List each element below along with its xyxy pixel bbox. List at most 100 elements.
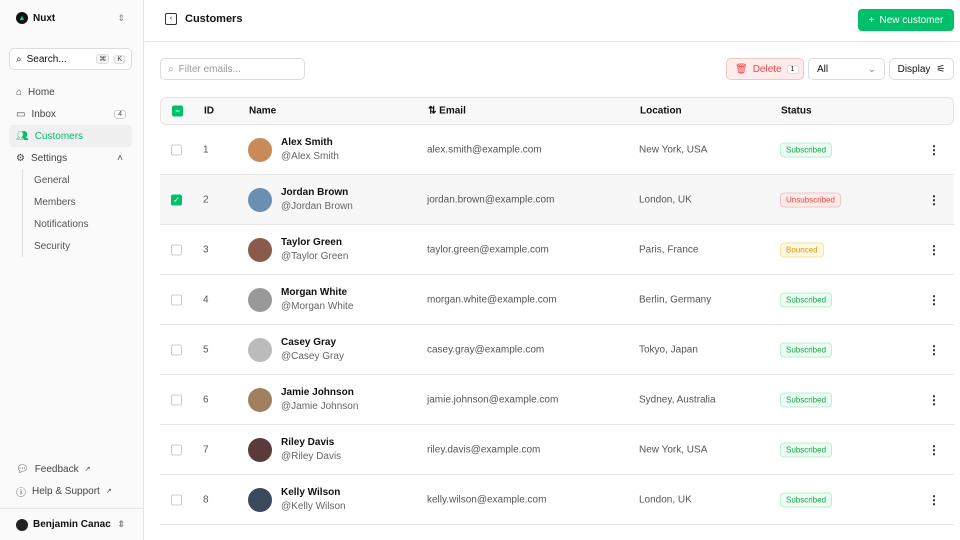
customer-handle: @Jordan Brown bbox=[281, 200, 353, 212]
row-checkbox[interactable] bbox=[171, 344, 182, 355]
status-filter-select[interactable]: All ⌄ bbox=[808, 58, 885, 80]
sidebar-item-members[interactable]: Members bbox=[34, 196, 76, 208]
row-checkbox[interactable] bbox=[171, 494, 182, 505]
cell-id: 5 bbox=[203, 344, 209, 355]
row-checkbox[interactable] bbox=[171, 394, 182, 405]
chevron-up-down-icon: ⇕ bbox=[117, 519, 125, 529]
row-actions-icon[interactable]: ⋮ bbox=[928, 392, 940, 407]
avatar bbox=[248, 137, 272, 162]
row-actions-icon[interactable]: ⋮ bbox=[928, 192, 940, 207]
cell-email: casey.gray@example.com bbox=[427, 344, 545, 355]
row-actions-icon[interactable]: ⋮ bbox=[928, 492, 940, 507]
table-row[interactable]: 7 Riley Davis @Riley Davis riley.davis@ex… bbox=[160, 425, 954, 475]
home-icon: ⌂ bbox=[16, 86, 23, 98]
table-row[interactable]: 8 Kelly Wilson @Kelly Wilson kelly.wilson… bbox=[160, 475, 954, 525]
customer-name: Kelly Wilson bbox=[281, 486, 341, 498]
cell-location: Paris, France bbox=[639, 244, 699, 255]
cell-location: Tokyo, Japan bbox=[639, 344, 698, 355]
select-all-checkbox[interactable]: − bbox=[172, 105, 183, 117]
customer-name: Morgan White bbox=[281, 286, 348, 298]
table-row[interactable]: 3 Taylor Green @Taylor Green taylor.green… bbox=[160, 225, 954, 275]
status-badge: Subscribed bbox=[780, 392, 833, 407]
avatar bbox=[248, 187, 272, 212]
plus-icon: + bbox=[868, 14, 875, 26]
table-row[interactable]: 6 Jamie Johnson @Jamie Johnson jamie.john… bbox=[160, 375, 954, 425]
brand-name: Nuxt bbox=[33, 12, 56, 24]
table-row[interactable]: 1 Alex Smith @Alex Smith alex.smith@examp… bbox=[160, 125, 954, 175]
table-row[interactable]: 5 Casey Gray @Casey Gray casey.gray@examp… bbox=[160, 325, 954, 375]
cell-email: taylor.green@example.com bbox=[427, 244, 549, 255]
label: Inbox bbox=[31, 108, 56, 120]
avatar bbox=[16, 518, 28, 531]
sidebar-item-notifications[interactable]: Notifications bbox=[34, 218, 89, 230]
customer-name: Riley Davis bbox=[281, 436, 335, 448]
cell-id: 2 bbox=[203, 194, 209, 205]
row-actions-icon[interactable]: ⋮ bbox=[928, 342, 940, 357]
inbox-icon: ▭ bbox=[16, 108, 26, 120]
label: Customers bbox=[34, 130, 84, 142]
sidebar-item-customers[interactable]: 👥︎ Customers bbox=[9, 125, 132, 147]
users-icon: 👥︎ bbox=[16, 130, 29, 142]
status-badge: Subscribed bbox=[780, 442, 833, 457]
delete-count: 1 bbox=[786, 64, 799, 74]
status-badge: Subscribed bbox=[780, 492, 833, 507]
sidebar-item-general[interactable]: General bbox=[34, 174, 70, 186]
cell-location: New York, USA bbox=[639, 444, 708, 455]
status-badge: Bounced bbox=[780, 242, 824, 257]
row-checkbox[interactable] bbox=[171, 294, 182, 305]
avatar bbox=[248, 487, 272, 512]
row-actions-icon[interactable]: ⋮ bbox=[928, 142, 940, 157]
customer-handle: @Casey Gray bbox=[281, 350, 344, 362]
row-checkbox[interactable]: ✓ bbox=[171, 194, 182, 205]
sidebar-item-security[interactable]: Security bbox=[34, 240, 71, 252]
new-customer-button[interactable]: + New customer bbox=[858, 9, 954, 31]
row-actions-icon[interactable]: ⋮ bbox=[928, 242, 940, 257]
sidebar-collapse-icon[interactable]: ‹ bbox=[165, 13, 177, 25]
cell-location: Berlin, Germany bbox=[639, 294, 712, 305]
avatar bbox=[248, 337, 272, 362]
search-label: Search... bbox=[26, 53, 67, 65]
sort-email-button[interactable]: ⇅ Email bbox=[428, 106, 466, 117]
search-icon: ⌕ bbox=[168, 63, 174, 75]
delete-button[interactable]: 🗑︎ Delete 1 bbox=[726, 58, 804, 80]
cell-id: 6 bbox=[203, 394, 209, 405]
row-actions-icon[interactable]: ⋮ bbox=[928, 292, 940, 307]
label: Delete bbox=[752, 63, 782, 75]
user-menu[interactable]: Benjamin Canac ⇕ bbox=[0, 508, 143, 540]
status-badge: Subscribed bbox=[780, 142, 833, 157]
cell-email: jamie.johnson@example.com bbox=[427, 394, 559, 405]
table-row[interactable]: ✓ 2 Jordan Brown @Jordan Brown jordan.bro… bbox=[160, 175, 954, 225]
table-row[interactable]: 4 Morgan White @Morgan White morgan.white… bbox=[160, 275, 954, 325]
sidebar: ▲ Nuxt ⇕ ⌕ Search... ⌘ K ⌂ Home ▭ Inbox 4 👥︎ Cus… bbox=[0, 0, 144, 540]
sidebar-item-settings[interactable]: ⚙ Settings ˄ bbox=[9, 147, 132, 169]
cell-id: 1 bbox=[203, 144, 209, 155]
row-checkbox[interactable] bbox=[171, 144, 182, 155]
cell-location: New York, USA bbox=[639, 144, 708, 155]
sidebar-item-home[interactable]: ⌂ Home bbox=[9, 81, 132, 103]
cell-name: Casey Gray @Casey Gray bbox=[281, 336, 344, 364]
customer-handle: @Alex Smith bbox=[281, 150, 339, 162]
search-button[interactable]: ⌕ Search... ⌘ K bbox=[9, 48, 132, 70]
row-checkbox[interactable] bbox=[171, 244, 182, 255]
label: Help & Support bbox=[32, 485, 100, 497]
feedback-link[interactable]: 💬︎ Feedback ↗ bbox=[9, 458, 132, 480]
customer-name: Taylor Green bbox=[281, 236, 342, 248]
filter-emails-input[interactable]: ⌕ Filter emails... bbox=[160, 58, 305, 80]
team-switcher[interactable]: ▲ Nuxt bbox=[16, 12, 55, 24]
sort-icon: ⇅ bbox=[428, 105, 440, 117]
sidebar-item-inbox[interactable]: ▭ Inbox 4 bbox=[9, 103, 132, 125]
row-checkbox[interactable] bbox=[171, 444, 182, 455]
label: Feedback bbox=[34, 463, 79, 475]
cell-name: Morgan White @Morgan White bbox=[281, 286, 353, 314]
header-status: Status bbox=[781, 105, 812, 117]
row-actions-icon[interactable]: ⋮ bbox=[928, 442, 940, 457]
header-id: ID bbox=[204, 105, 214, 117]
chevron-up-down-icon[interactable]: ⇕ bbox=[117, 13, 125, 23]
display-button[interactable]: Display ⚟ bbox=[889, 58, 954, 80]
status-badge: Subscribed bbox=[780, 342, 833, 357]
customer-handle: @Kelly Wilson bbox=[281, 500, 346, 512]
cell-id: 3 bbox=[203, 244, 209, 255]
customer-name: Jamie Johnson bbox=[281, 386, 354, 398]
chat-icon: 💬︎ bbox=[16, 463, 29, 475]
help-support-link[interactable]: ⓘ Help & Support ↗ bbox=[9, 480, 132, 502]
